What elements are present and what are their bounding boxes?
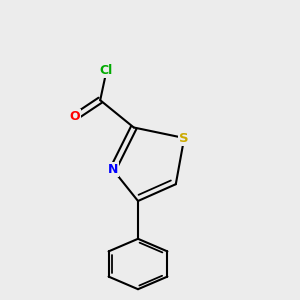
Text: N: N <box>108 163 118 176</box>
Text: Cl: Cl <box>100 64 113 77</box>
Text: S: S <box>179 131 189 145</box>
Text: O: O <box>70 110 80 124</box>
